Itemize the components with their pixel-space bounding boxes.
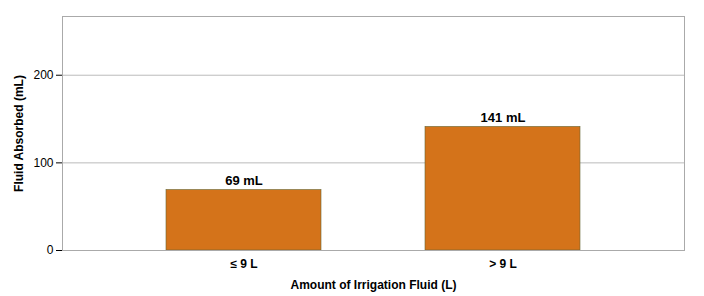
- svg-text:141 mL: 141 mL: [481, 110, 526, 125]
- svg-text:69 mL: 69 mL: [225, 173, 263, 188]
- svg-text:200: 200: [33, 68, 53, 82]
- svg-text:> 9 L: > 9 L: [489, 257, 517, 271]
- svg-text:100: 100: [33, 156, 53, 170]
- svg-text:Amount of Irrigation Fluid (L): Amount of Irrigation Fluid (L): [291, 278, 457, 292]
- svg-text:0: 0: [47, 243, 54, 257]
- svg-text:Fluid Absorbed (mL): Fluid Absorbed (mL): [12, 75, 26, 192]
- svg-text:≤ 9 L: ≤ 9 L: [230, 257, 257, 271]
